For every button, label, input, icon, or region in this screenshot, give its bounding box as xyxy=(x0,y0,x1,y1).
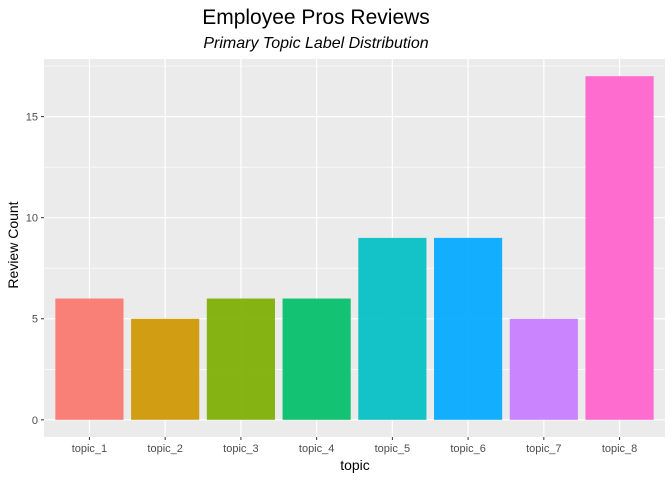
bar-topic_3 xyxy=(206,298,275,420)
bar-topic_7 xyxy=(509,318,578,420)
x-tick-label: topic_7 xyxy=(526,443,561,455)
x-tick-label: topic_2 xyxy=(147,443,182,455)
y-axis-label: Review Count xyxy=(5,201,21,288)
x-axis-ticks: topic_1 topic_2 topic_3 topic_4 topic_5 topic… xyxy=(72,437,637,455)
x-tick-label: topic_6 xyxy=(450,443,485,455)
x-tick-label: topic_1 xyxy=(72,443,107,455)
chart-title: Employee Pros Reviews xyxy=(202,6,430,29)
bar-topic_5 xyxy=(358,237,427,420)
x-tick-label: topic_4 xyxy=(299,443,334,455)
bar-topic_4 xyxy=(282,298,351,420)
chart-subtitle: Primary Topic Label Distribution xyxy=(203,35,428,52)
y-tick-label: 5 xyxy=(32,314,38,326)
y-tick-label: 0 xyxy=(32,415,38,427)
bars xyxy=(55,76,654,420)
x-tick-label: topic_3 xyxy=(223,443,258,455)
x-tick-label: topic_8 xyxy=(602,443,637,455)
bar-topic_2 xyxy=(131,318,200,420)
y-tick-label: 15 xyxy=(26,112,38,124)
bar-topic_6 xyxy=(434,237,503,420)
x-tick-label: topic_5 xyxy=(375,443,410,455)
bar-topic_1 xyxy=(55,298,124,420)
y-tick-label: 10 xyxy=(26,213,38,225)
x-axis-label: topic xyxy=(340,457,370,473)
bar-topic_8 xyxy=(585,76,654,420)
y-axis-ticks: 0 5 10 15 xyxy=(26,112,44,427)
